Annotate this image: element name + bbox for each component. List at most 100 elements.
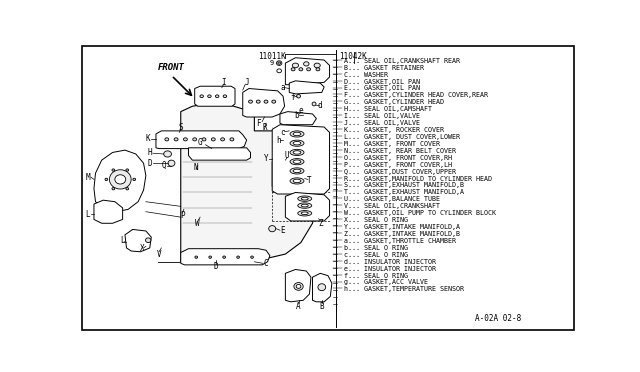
Ellipse shape <box>133 178 136 180</box>
Text: T: T <box>307 176 312 185</box>
Text: D: D <box>213 262 218 271</box>
Ellipse shape <box>307 68 310 71</box>
Text: K: K <box>146 134 150 143</box>
Text: 11042K: 11042K <box>340 52 367 61</box>
Ellipse shape <box>278 62 280 64</box>
Polygon shape <box>180 104 320 262</box>
Text: FRONT: FRONT <box>157 63 184 73</box>
Text: Y: Y <box>264 154 268 163</box>
Text: f... SEAL O RING: f... SEAL O RING <box>344 273 408 279</box>
Ellipse shape <box>296 94 301 98</box>
Ellipse shape <box>290 131 304 137</box>
Polygon shape <box>280 112 316 125</box>
Polygon shape <box>180 249 270 265</box>
Ellipse shape <box>301 197 308 200</box>
Ellipse shape <box>290 178 304 184</box>
Ellipse shape <box>221 138 225 141</box>
Text: a: a <box>281 83 285 92</box>
Ellipse shape <box>318 284 326 291</box>
Ellipse shape <box>264 100 268 103</box>
Ellipse shape <box>164 151 172 157</box>
Polygon shape <box>94 150 146 212</box>
Text: d... INSULATOR INJECTOR: d... INSULATOR INJECTOR <box>344 259 435 265</box>
Text: R... GASKET,MANIFOLD TO CYLINDER HEAD: R... GASKET,MANIFOLD TO CYLINDER HEAD <box>344 176 492 182</box>
Text: O... GASKET, FRONT COVER,RH: O... GASKET, FRONT COVER,RH <box>344 155 451 161</box>
Ellipse shape <box>285 179 291 183</box>
Text: 9: 9 <box>270 60 275 66</box>
Ellipse shape <box>145 238 151 243</box>
Ellipse shape <box>290 158 304 165</box>
Text: X: X <box>140 244 144 253</box>
Ellipse shape <box>290 168 304 174</box>
Ellipse shape <box>299 68 303 71</box>
Polygon shape <box>156 131 246 148</box>
Text: b... SEAL O RING: b... SEAL O RING <box>344 245 408 251</box>
Text: L... GASKET, DUST COVER,LOWER: L... GASKET, DUST COVER,LOWER <box>344 134 460 140</box>
Text: L: L <box>120 236 125 245</box>
Text: S... GASKET,EXHAUST MANIFOLD,B: S... GASKET,EXHAUST MANIFOLD,B <box>344 183 463 189</box>
Text: A: A <box>296 302 301 311</box>
Text: h: h <box>276 137 281 145</box>
Polygon shape <box>125 230 151 252</box>
Polygon shape <box>272 125 330 194</box>
Text: V... SEAL OIL,CRANKSHAFT: V... SEAL OIL,CRANKSHAFT <box>344 203 440 209</box>
Text: c... SEAL O RING: c... SEAL O RING <box>344 252 408 258</box>
Ellipse shape <box>290 140 304 146</box>
Text: X... SEAL O RING: X... SEAL O RING <box>344 217 408 223</box>
Text: A... SEAL OIL,CRANKSHAFT REAR: A... SEAL OIL,CRANKSHAFT REAR <box>344 58 460 64</box>
Ellipse shape <box>316 68 320 71</box>
Text: A-02A 02-8: A-02A 02-8 <box>476 314 522 323</box>
Text: V: V <box>157 250 161 259</box>
Ellipse shape <box>168 160 175 166</box>
Ellipse shape <box>208 95 211 97</box>
Text: P... GASKET, FRONT COVER,LH: P... GASKET, FRONT COVER,LH <box>344 162 451 168</box>
Ellipse shape <box>290 150 304 155</box>
Ellipse shape <box>195 256 198 258</box>
Ellipse shape <box>105 178 108 180</box>
Ellipse shape <box>112 187 115 190</box>
Text: D... GASKET,OIL PAN: D... GASKET,OIL PAN <box>344 78 419 84</box>
Text: Z: Z <box>318 219 323 228</box>
Ellipse shape <box>293 132 301 136</box>
Ellipse shape <box>285 165 291 169</box>
Ellipse shape <box>126 169 129 171</box>
Ellipse shape <box>200 95 204 97</box>
Text: a... GASKET,THROTTLE CHAMBER: a... GASKET,THROTTLE CHAMBER <box>344 238 456 244</box>
Text: I... SEAL OIL,VALVE: I... SEAL OIL,VALVE <box>344 113 419 119</box>
Text: Q... GASKET,DUST COVER,UPPER: Q... GASKET,DUST COVER,UPPER <box>344 169 456 174</box>
Ellipse shape <box>285 171 291 175</box>
Text: e... INSULATOR INJECTOR: e... INSULATOR INJECTOR <box>344 266 435 272</box>
Text: B: B <box>319 302 324 311</box>
Text: F: F <box>256 119 260 128</box>
Text: c: c <box>281 128 285 137</box>
Ellipse shape <box>293 160 301 163</box>
Text: E: E <box>281 227 285 235</box>
Polygon shape <box>195 86 235 106</box>
Polygon shape <box>285 192 330 221</box>
Text: Y... GASKET,INTAKE MANIFOLD,A: Y... GASKET,INTAKE MANIFOLD,A <box>344 224 460 230</box>
Polygon shape <box>272 158 305 192</box>
Text: E... GASKET,OIL PAN: E... GASKET,OIL PAN <box>344 86 419 92</box>
Text: M: M <box>85 173 90 182</box>
Ellipse shape <box>256 100 260 103</box>
Ellipse shape <box>250 257 255 262</box>
Ellipse shape <box>211 138 215 141</box>
Ellipse shape <box>276 61 282 65</box>
Ellipse shape <box>289 129 292 132</box>
Ellipse shape <box>223 256 225 258</box>
Ellipse shape <box>283 138 287 142</box>
Ellipse shape <box>174 138 178 141</box>
Ellipse shape <box>301 212 308 215</box>
Text: B... GASKET RETAINER: B... GASKET RETAINER <box>344 65 424 71</box>
Ellipse shape <box>269 225 276 232</box>
Text: F... GASKET,CYLINDER HEAD COVER,REAR: F... GASKET,CYLINDER HEAD COVER,REAR <box>344 92 488 98</box>
Ellipse shape <box>115 175 125 184</box>
Text: d: d <box>318 101 323 110</box>
Ellipse shape <box>112 169 115 171</box>
Ellipse shape <box>223 95 227 97</box>
Text: D: D <box>147 159 152 168</box>
Text: N: N <box>194 163 198 171</box>
Text: I: I <box>221 78 226 87</box>
Ellipse shape <box>293 141 301 145</box>
Ellipse shape <box>216 95 219 97</box>
